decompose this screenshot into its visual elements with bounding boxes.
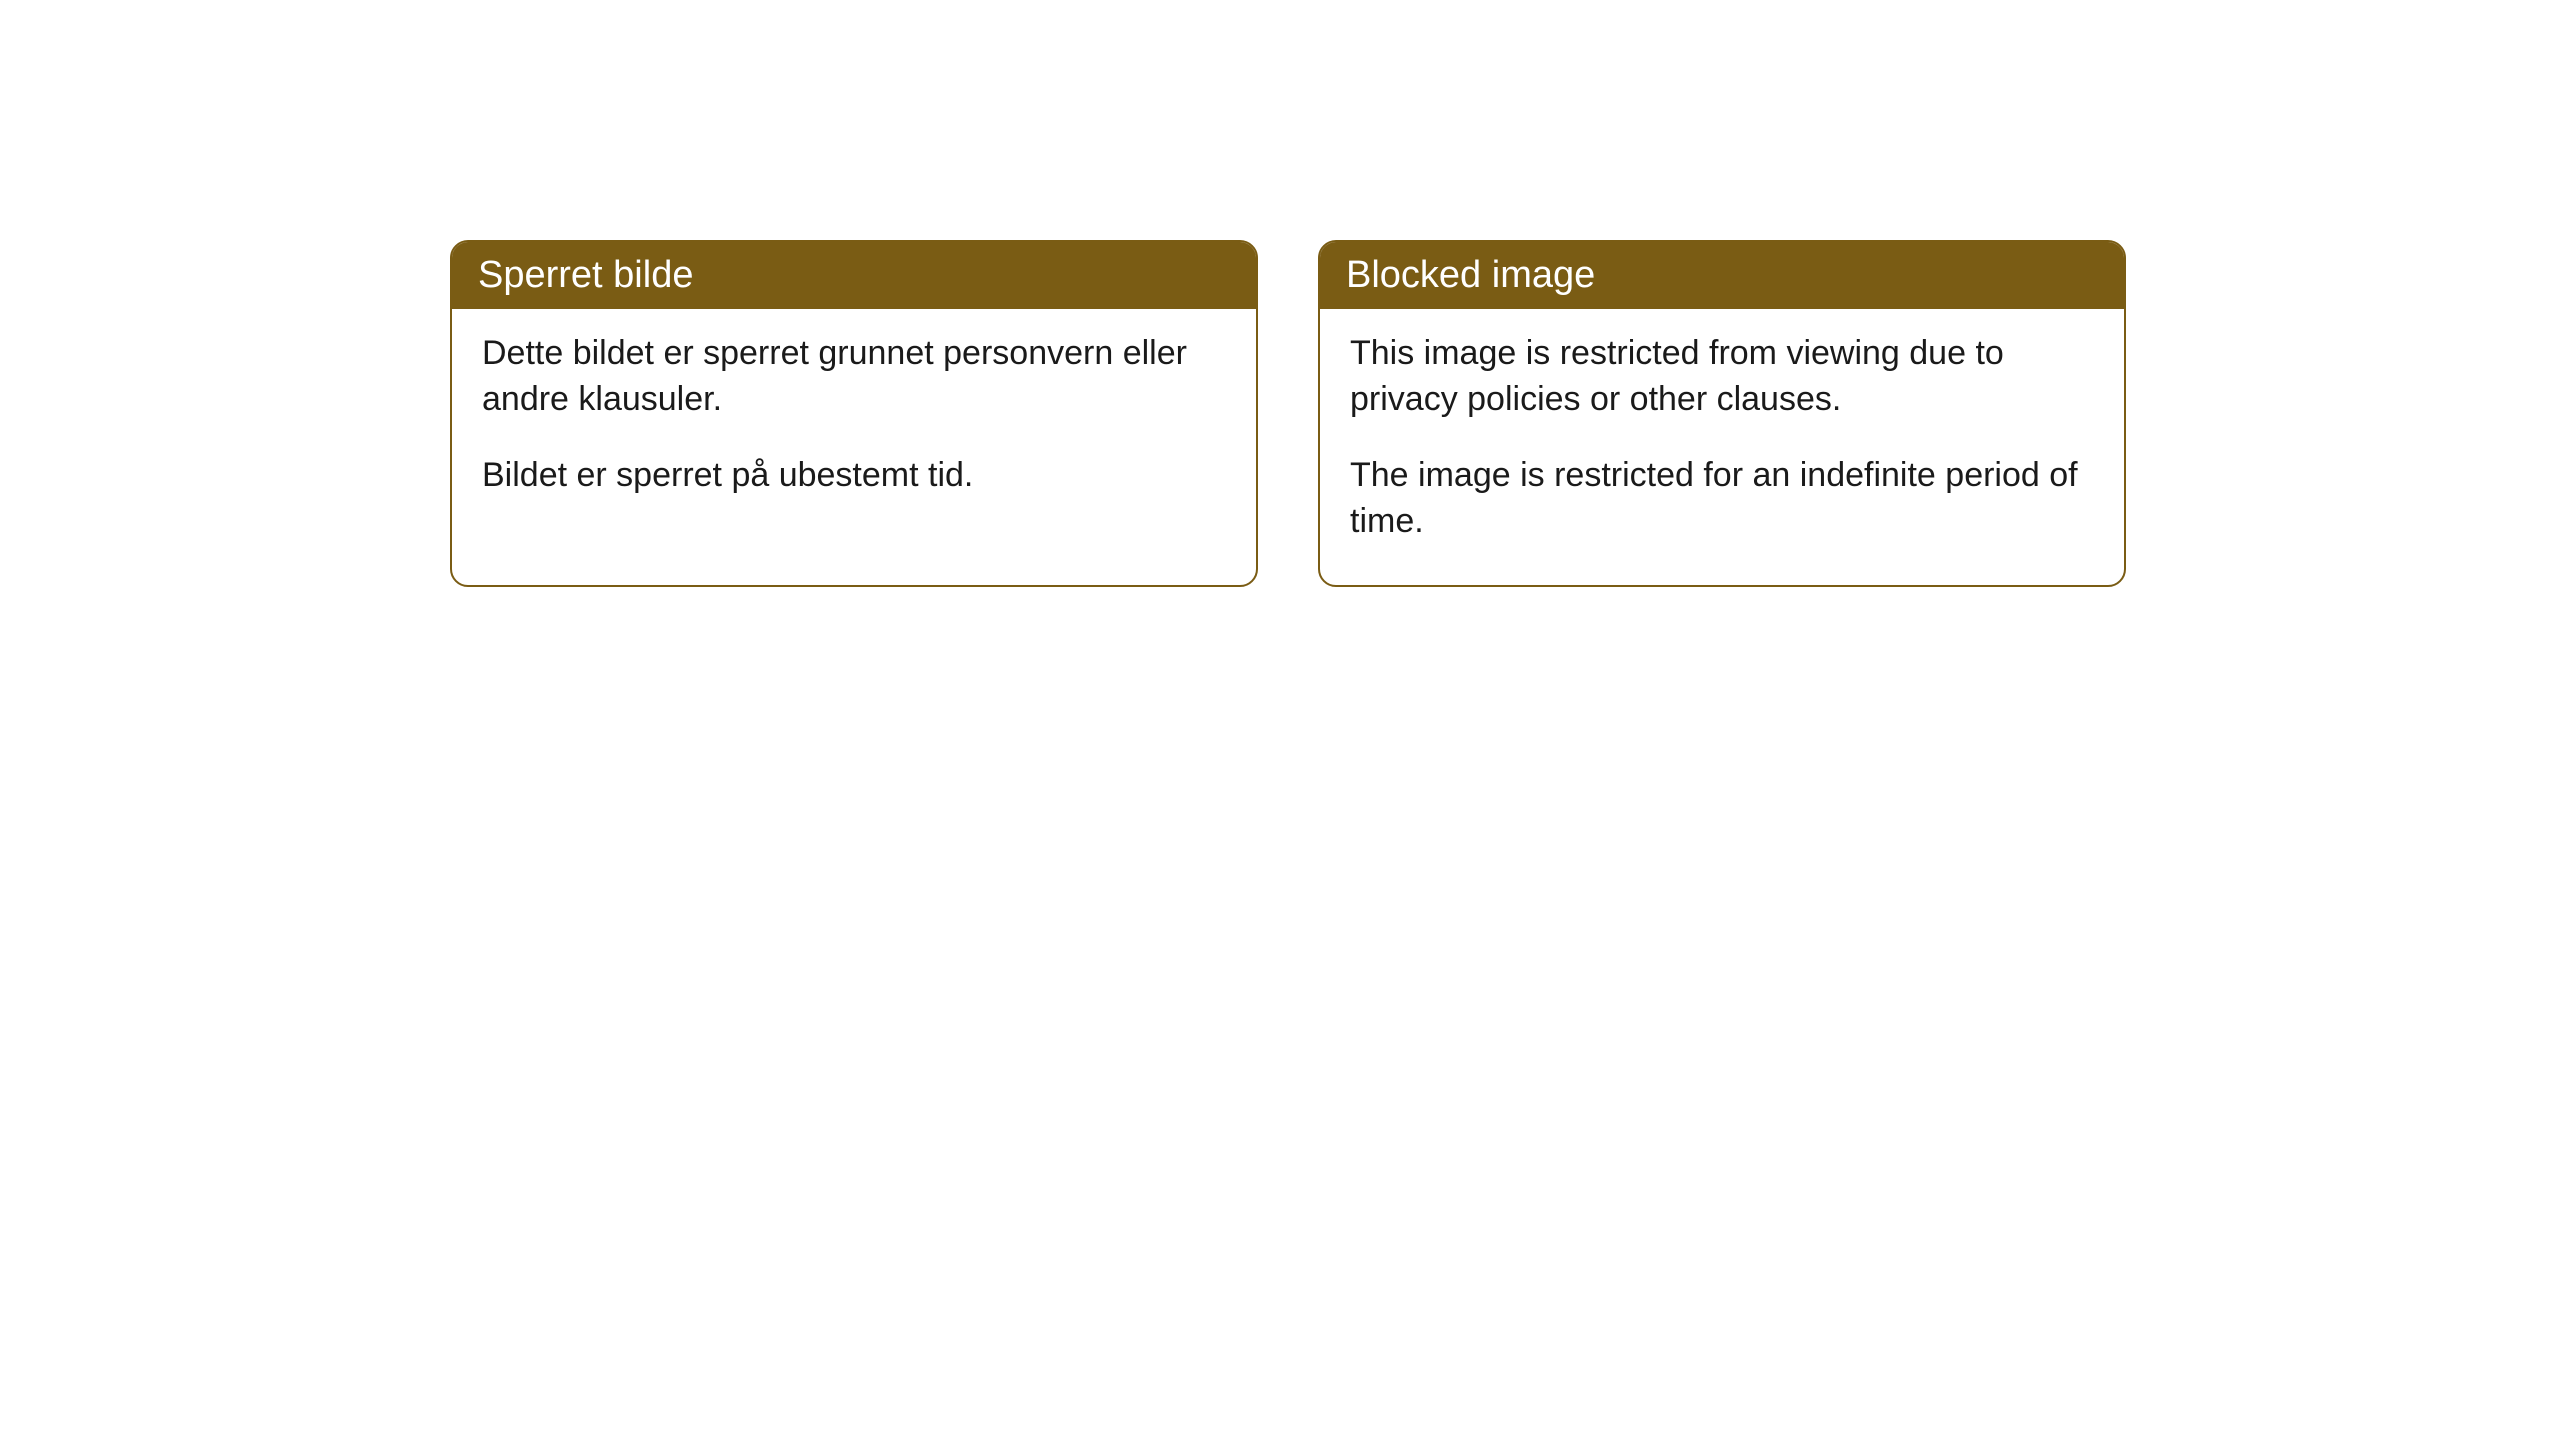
card-title: Blocked image xyxy=(1346,254,1595,296)
notice-container: Sperret bilde Dette bildet er sperret gr… xyxy=(0,0,2560,587)
card-body: This image is restricted from viewing du… xyxy=(1320,309,2124,585)
card-body: Dette bildet er sperret grunnet personve… xyxy=(452,309,1256,539)
card-title: Sperret bilde xyxy=(478,254,693,296)
notice-card-english: Blocked image This image is restricted f… xyxy=(1318,240,2126,587)
notice-paragraph: Bildet er sperret på ubestemt tid. xyxy=(482,453,1226,499)
notice-card-norwegian: Sperret bilde Dette bildet er sperret gr… xyxy=(450,240,1258,587)
notice-paragraph: Dette bildet er sperret grunnet personve… xyxy=(482,331,1226,423)
notice-paragraph: This image is restricted from viewing du… xyxy=(1350,331,2094,423)
notice-paragraph: The image is restricted for an indefinit… xyxy=(1350,453,2094,545)
card-header: Sperret bilde xyxy=(452,242,1256,309)
card-header: Blocked image xyxy=(1320,242,2124,309)
